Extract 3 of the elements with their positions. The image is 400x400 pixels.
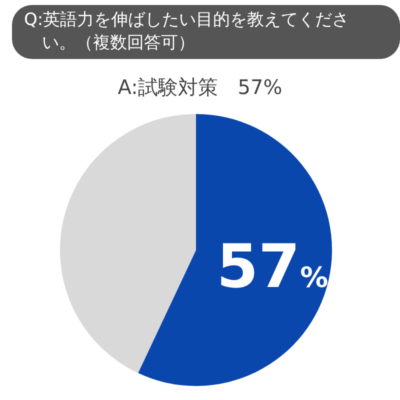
title: Q:英語力を伸ばしたい目的を教えてください。（複数回答可） (12, 5, 400, 59)
subtitle: A:試験対策 57% (116, 74, 284, 101)
data-label: 57% (216, 232, 328, 302)
